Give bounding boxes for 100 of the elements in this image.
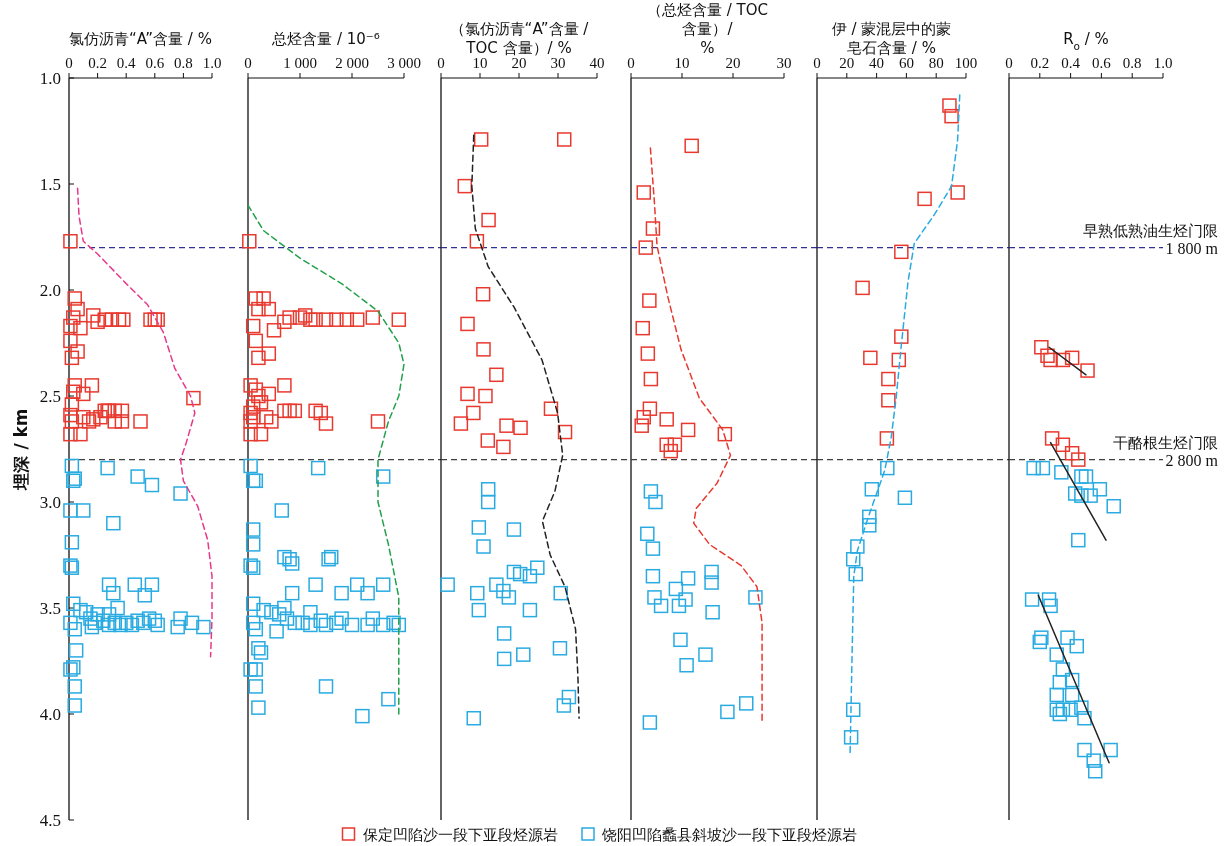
x-tick-label: 40 (869, 55, 885, 71)
point (475, 286, 491, 302)
point (720, 704, 735, 720)
chart-title: 氯仿沥青“A”含量 / % (69, 30, 212, 48)
point (645, 568, 661, 584)
point (245, 596, 261, 612)
point (365, 611, 381, 626)
point (894, 329, 909, 344)
x-tick-label: 0.2 (1030, 55, 1050, 71)
point (375, 617, 391, 633)
x-tick-label: 0 (813, 55, 821, 71)
point (73, 426, 88, 442)
point (277, 378, 292, 393)
x-tick-label: 30 (550, 55, 566, 71)
point (530, 560, 545, 575)
point (86, 308, 101, 323)
point (245, 537, 261, 552)
x-tick-label: 20 (725, 55, 741, 71)
point (679, 657, 694, 673)
point (663, 443, 679, 459)
point (647, 590, 662, 605)
point (196, 619, 211, 635)
point (104, 312, 120, 327)
point (640, 346, 656, 361)
point (1078, 469, 1094, 484)
y-tick-label: 4.5 (39, 811, 61, 830)
point (1087, 763, 1103, 779)
point (67, 291, 82, 306)
point (63, 318, 78, 334)
point (481, 212, 496, 228)
point (66, 384, 81, 400)
point (704, 564, 719, 580)
point (659, 412, 674, 427)
point (107, 615, 123, 631)
point (76, 386, 91, 402)
point (506, 564, 522, 580)
point (684, 138, 699, 154)
point (1077, 710, 1092, 726)
point (245, 318, 261, 334)
y-axis-title: 埋深 / km (11, 408, 31, 491)
point (469, 233, 485, 249)
x-tick-label: 60 (898, 55, 914, 71)
legend-label: 保定凹陷沙一段下亚段烃源岩 (362, 826, 558, 844)
point (248, 291, 264, 306)
point (186, 390, 201, 406)
x-tick-label: 40 (589, 55, 605, 71)
point (292, 310, 308, 325)
y-tick-label: 4.0 (39, 705, 61, 724)
point (67, 621, 82, 637)
point (698, 647, 713, 662)
y-tick-label: 2.0 (39, 281, 61, 300)
point (1055, 352, 1071, 368)
point (640, 526, 655, 542)
point (453, 416, 469, 431)
point (880, 460, 895, 476)
point (114, 414, 130, 429)
point (251, 350, 266, 366)
point (1024, 592, 1040, 607)
point (894, 244, 909, 260)
point (1067, 486, 1083, 501)
point (63, 407, 78, 423)
point (381, 691, 396, 707)
point (258, 409, 274, 425)
chart-title: 伊 / 蒙混层中的蒙皂石含量 / % (831, 20, 952, 57)
point (739, 696, 754, 711)
point (313, 613, 329, 628)
point (862, 509, 877, 525)
point (282, 310, 297, 325)
point (645, 541, 661, 556)
point (1106, 498, 1121, 514)
point (251, 388, 266, 404)
point (879, 431, 895, 446)
point (243, 426, 258, 442)
point (66, 310, 81, 325)
point (116, 312, 131, 327)
point (1077, 742, 1092, 758)
point (1043, 352, 1058, 368)
point (1071, 452, 1086, 467)
point (308, 577, 323, 592)
point (1026, 460, 1041, 476)
point (845, 702, 861, 718)
x-tick-label: 10 (472, 55, 488, 71)
x-tick-label: 0.4 (116, 55, 137, 71)
point (73, 320, 88, 336)
y-tick-label: 3.5 (39, 599, 61, 618)
point (881, 371, 896, 387)
point (1034, 339, 1049, 355)
legend-label: 饶阳凹陷蠡县斜坡沙一段下亚段烃源岩 (601, 826, 857, 844)
point (1064, 687, 1080, 703)
point (256, 602, 271, 618)
point (648, 494, 663, 510)
point (271, 607, 287, 622)
point (489, 367, 504, 383)
point (313, 405, 329, 421)
point (1074, 469, 1089, 484)
point (67, 698, 82, 713)
point (295, 615, 310, 631)
x-tick-label: 1 000 (283, 55, 317, 71)
point (522, 568, 538, 584)
point (101, 607, 117, 622)
